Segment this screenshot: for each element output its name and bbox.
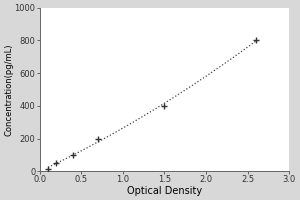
Y-axis label: Concentration(pg/mL): Concentration(pg/mL) <box>4 43 13 136</box>
X-axis label: Optical Density: Optical Density <box>127 186 202 196</box>
